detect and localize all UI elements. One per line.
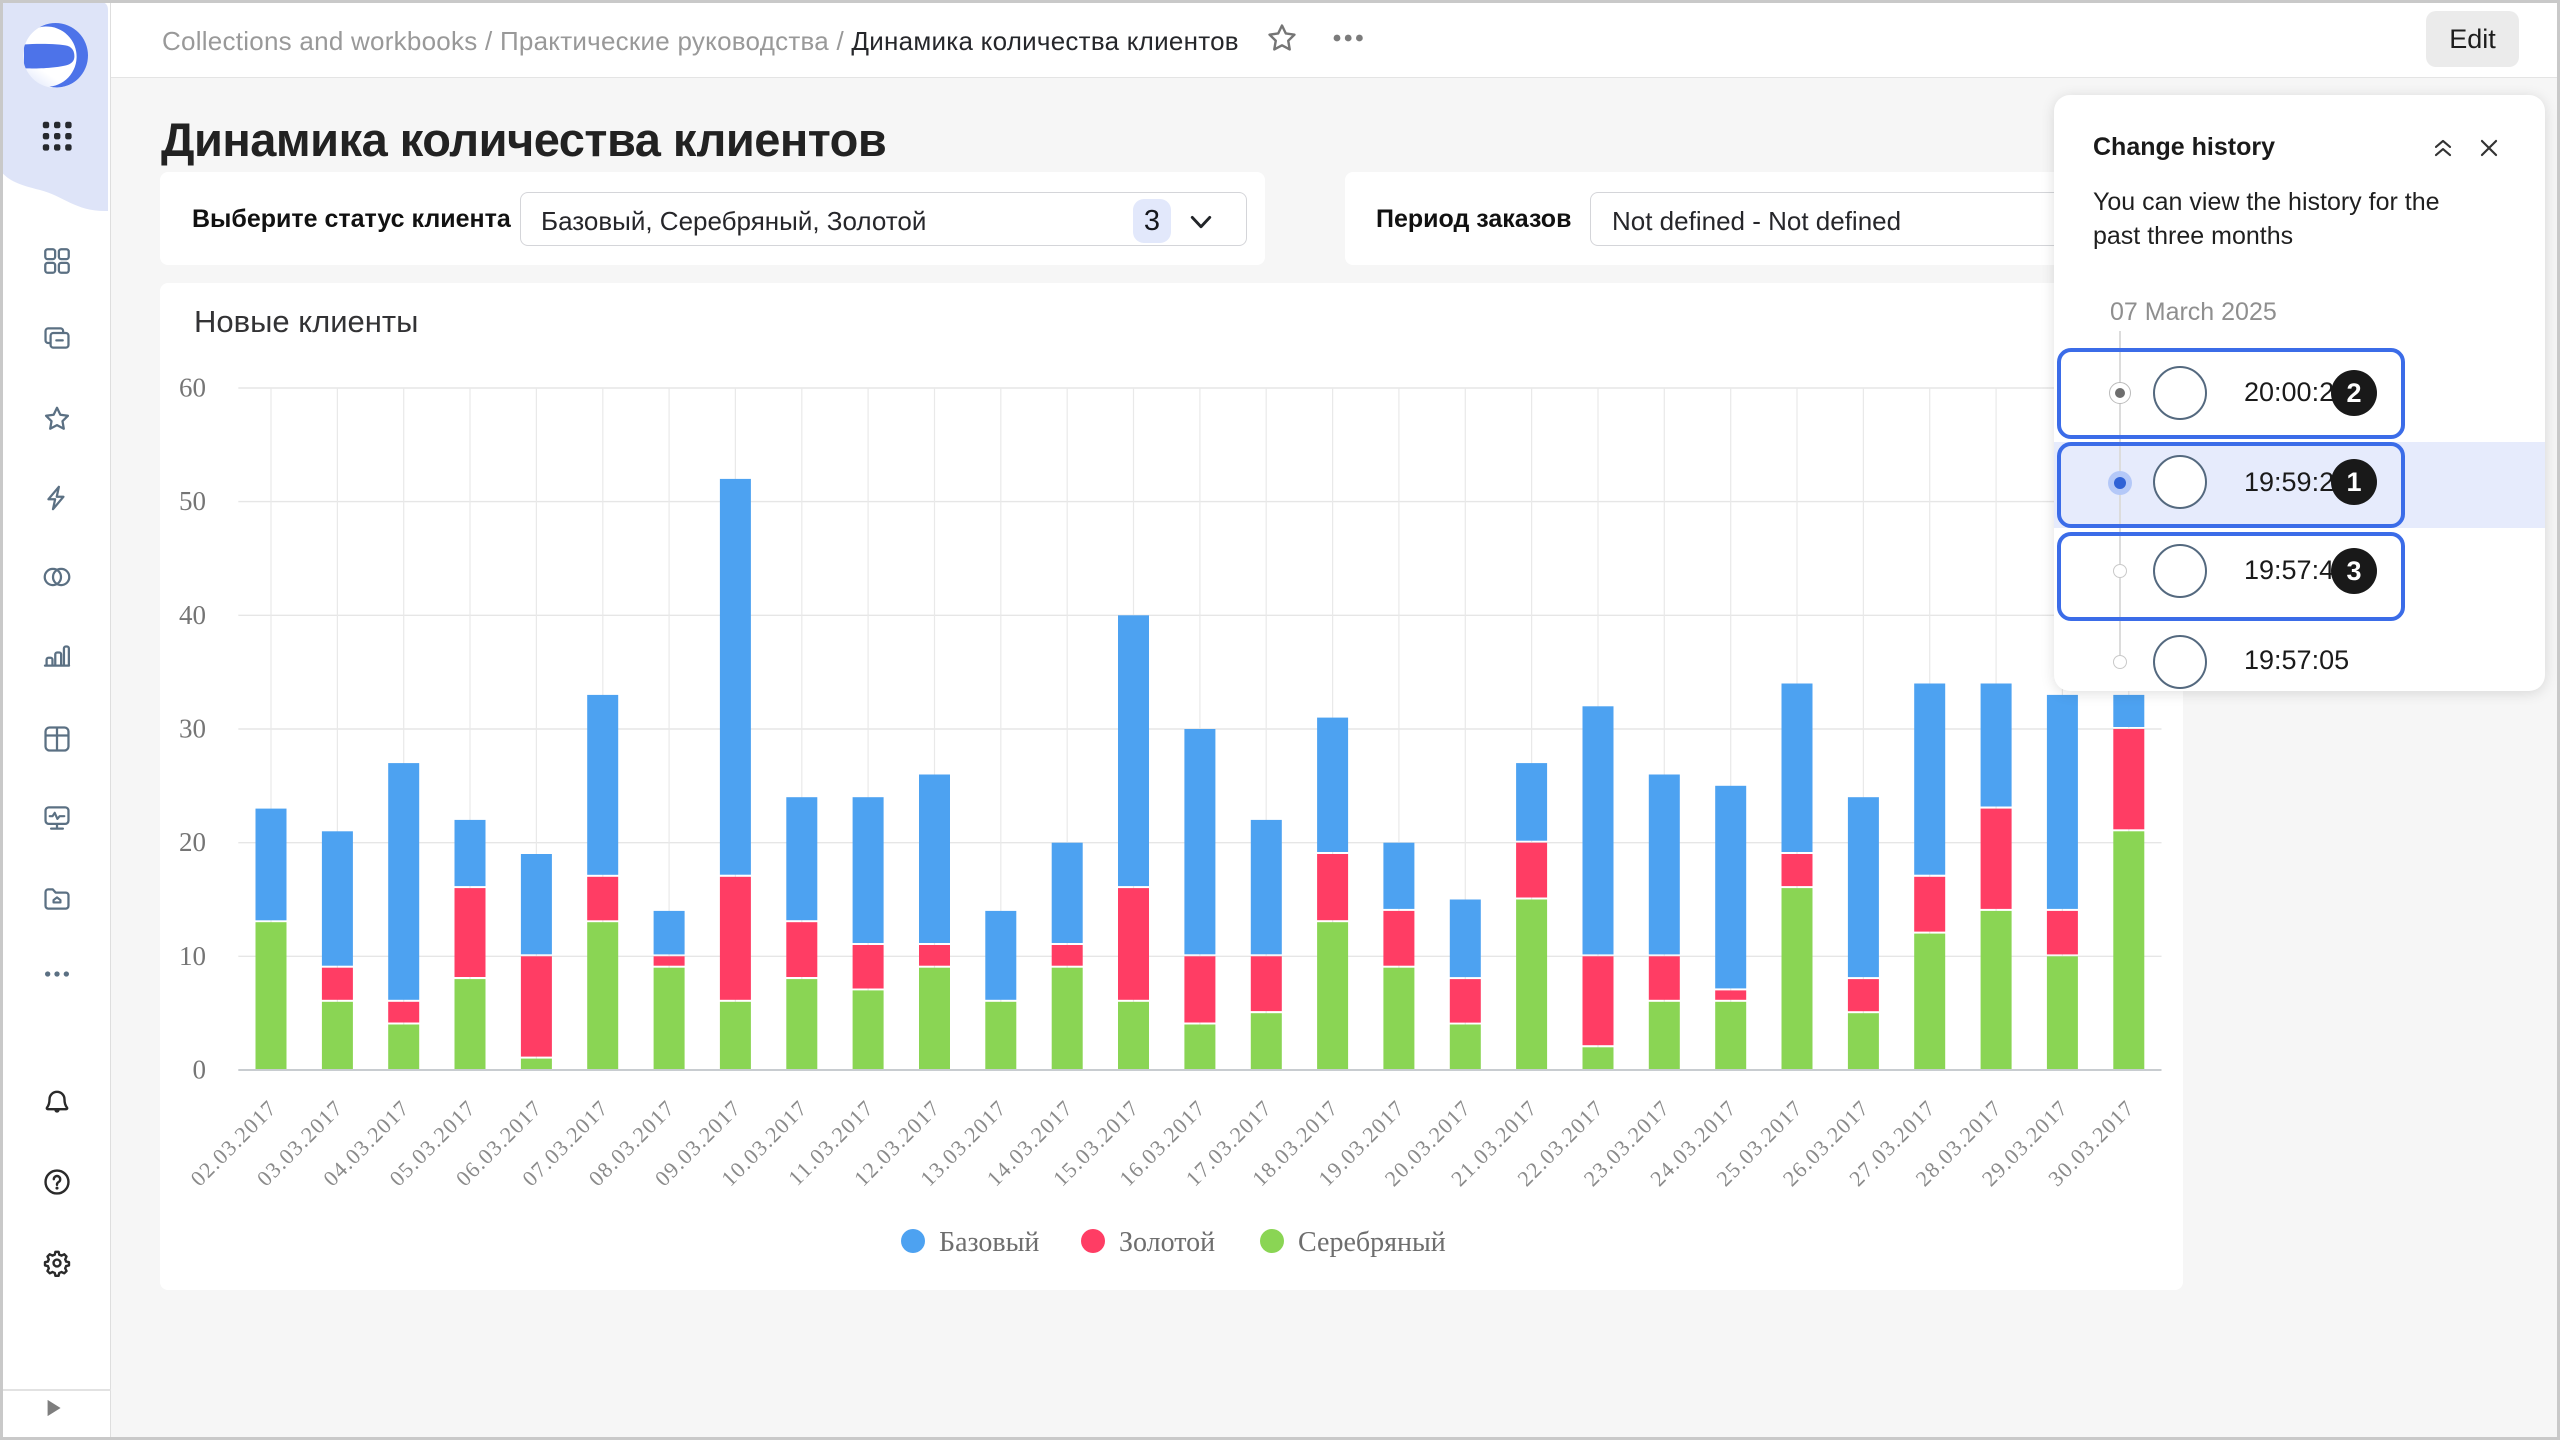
svg-text:0: 0 bbox=[193, 1055, 207, 1085]
svg-text:Серебряный: Серебряный bbox=[1298, 1227, 1446, 1258]
svg-text:60: 60 bbox=[179, 373, 206, 403]
svg-text:Золотой: Золотой bbox=[1119, 1227, 1215, 1258]
svg-text:10: 10 bbox=[179, 941, 206, 971]
svg-text:Базовый: Базовый bbox=[939, 1227, 1039, 1258]
svg-text:50: 50 bbox=[179, 486, 206, 516]
svg-text:40: 40 bbox=[179, 600, 206, 630]
svg-text:20: 20 bbox=[179, 827, 206, 857]
svg-text:30: 30 bbox=[179, 714, 206, 744]
